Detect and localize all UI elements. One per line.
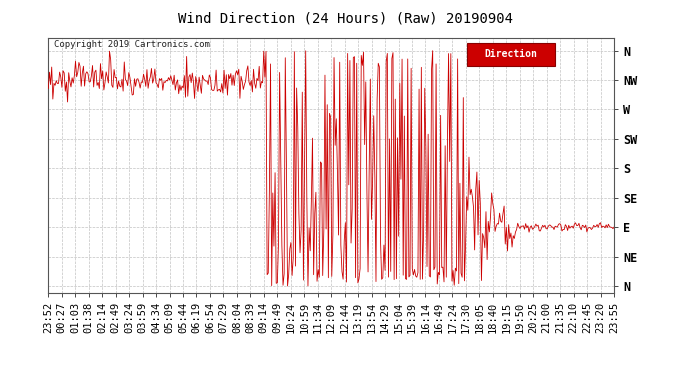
Text: Wind Direction (24 Hours) (Raw) 20190904: Wind Direction (24 Hours) (Raw) 20190904 — [177, 11, 513, 25]
FancyBboxPatch shape — [467, 43, 555, 66]
Text: Direction: Direction — [484, 49, 538, 59]
Text: Copyright 2019 Cartronics.com: Copyright 2019 Cartronics.com — [54, 40, 210, 49]
